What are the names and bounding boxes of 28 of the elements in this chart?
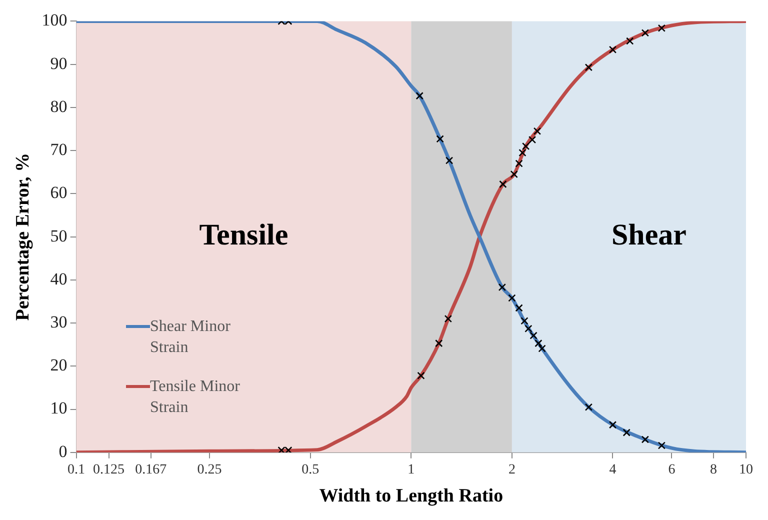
x-tick-label: 2 xyxy=(508,462,516,478)
band-label: Shear xyxy=(611,218,686,252)
y-tick-label: 20 xyxy=(50,356,68,375)
x-tick-label: 1 xyxy=(408,462,415,478)
x-tick-label: 6 xyxy=(668,462,676,478)
legend-label: Shear Minor Strain xyxy=(150,317,232,358)
y-tick-label: 100 xyxy=(42,10,68,30)
x-tick-label: 0.25 xyxy=(197,462,222,478)
band-label: Tensile xyxy=(199,218,288,252)
y-tick-label: 80 xyxy=(50,96,68,116)
x-axis-title: Width to Length Ratio xyxy=(319,486,504,507)
x-tick-label: 4 xyxy=(609,462,616,478)
x-tick-label: 0.125 xyxy=(93,462,124,478)
y-tick-label: 70 xyxy=(50,140,68,160)
x-tick-label: 8 xyxy=(710,462,718,478)
y-tick-label: 40 xyxy=(50,269,68,288)
y-tick-label: 50 xyxy=(50,226,68,246)
y-axis-title: Percentage Error, % xyxy=(12,152,34,321)
x-tick-label: 0.5 xyxy=(302,462,320,478)
x-tick-label: 10 xyxy=(739,462,753,478)
x-tick-label: 0.1 xyxy=(68,462,86,478)
y-tick-label: 0 xyxy=(58,442,68,461)
y-tick-label: 60 xyxy=(50,183,68,202)
y-tick-label: 30 xyxy=(50,312,68,332)
y-tick-label: 90 xyxy=(50,54,68,73)
x-tick-label: 0.167 xyxy=(135,462,167,478)
legend-label: Tensile Minor Strain xyxy=(150,377,241,418)
y-tick-label: 10 xyxy=(50,398,68,418)
